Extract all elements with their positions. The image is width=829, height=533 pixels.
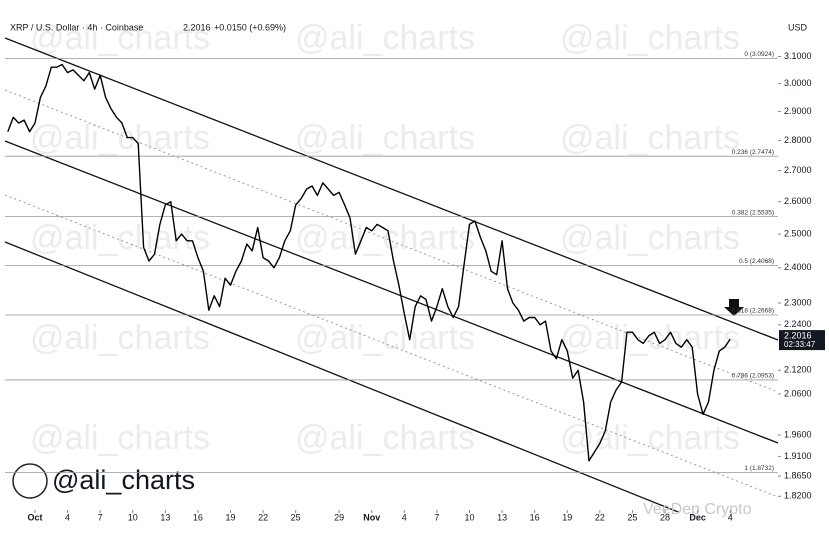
x-tick-label: 29	[334, 512, 344, 522]
fib-label: 0.382 (2.5535)	[732, 209, 774, 216]
watermark: @ali_charts	[30, 319, 210, 357]
x-tick-label: 16	[530, 512, 540, 522]
channel-dotted	[4, 194, 778, 498]
x-tick-label: 16	[193, 512, 203, 522]
y-tick-label: 1.9100	[784, 451, 812, 461]
x-tick-label: 25	[627, 512, 637, 522]
fib-label: 0.236 (2.7474)	[732, 149, 774, 156]
x-tick-label: 19	[226, 512, 236, 522]
x-tick-label: Dec	[689, 512, 706, 522]
watermark: @ali_charts	[295, 119, 475, 157]
y-tick-label: 2.9000	[784, 106, 812, 116]
y-tick-label: 3.0000	[784, 78, 812, 88]
x-tick-label: 10	[464, 512, 474, 522]
x-tick-label: 7	[434, 512, 439, 522]
logo-text: @ali_charts	[52, 465, 195, 495]
price-box-countdown: 02:33:47	[784, 340, 816, 349]
watermark: @ali_charts	[295, 219, 475, 257]
y-tick-label: 2.4000	[784, 262, 812, 272]
watermark: @ali_charts	[560, 19, 740, 57]
header-price: 2.2016	[183, 22, 211, 32]
watermark: @ali_charts	[30, 119, 210, 157]
y-tick-label: 1.8200	[784, 491, 812, 501]
y-tick-label: 2.8000	[784, 135, 812, 145]
y-tick-label: 2.2400	[784, 319, 812, 329]
x-tick-label: 4	[402, 512, 407, 522]
x-tick-label: 7	[98, 512, 103, 522]
price-box-value: 2.2016	[784, 330, 812, 340]
channel-dotted	[4, 89, 778, 393]
x-tick-label: 28	[660, 512, 670, 522]
currency: USD	[788, 22, 808, 32]
y-tick-label: 2.0600	[784, 388, 812, 398]
x-tick-label: 13	[497, 512, 507, 522]
fib-label: 0.786 (2.0953)	[732, 373, 774, 380]
y-tick-label: 1.8650	[784, 470, 812, 480]
watermark: @ali_charts	[30, 219, 210, 257]
x-tick-label: Nov	[363, 512, 380, 522]
channel-bottom	[4, 241, 681, 512]
y-tick-label: 1.9600	[784, 429, 812, 439]
fib-label: 1 (1.8732)	[744, 465, 774, 472]
down-arrow	[724, 299, 744, 316]
watermark: @ali_charts	[30, 419, 210, 457]
fib-label: 0.5 (2.4068)	[739, 258, 774, 265]
y-tick-label: 2.7000	[784, 165, 812, 175]
channel-top	[4, 37, 778, 341]
watermark: @ali_charts	[560, 119, 740, 157]
header-change: +0.0150 (+0.69%)	[214, 22, 286, 32]
fib-label: 0.618 (2.2668)	[732, 308, 774, 315]
x-tick-label: 19	[562, 512, 572, 522]
y-tick-label: 2.3000	[784, 297, 812, 307]
x-tick-label: 4	[65, 512, 70, 522]
x-tick-label: 22	[258, 512, 268, 522]
watermark: @ali_charts	[560, 319, 740, 357]
price-line	[7, 63, 731, 462]
x-tick-label: 10	[128, 512, 138, 522]
x-tick-label: 4	[728, 512, 733, 522]
chart-title: XRP / U.S. Dollar · 4h · Coinbase	[10, 22, 143, 32]
fib-label: 0 (3.0924)	[744, 51, 774, 58]
price-box	[779, 330, 825, 351]
corner-watermark: VeeDep Crypto	[643, 501, 752, 518]
channel-middle	[4, 140, 778, 444]
y-tick-label: 2.1200	[784, 365, 812, 375]
trend-channel	[4, 37, 778, 512]
logo-face	[12, 463, 48, 499]
watermark-layer: @ali_charts @ali_charts @ali_charts @ali_ch…	[30, 19, 740, 457]
watermark: @ali_charts	[295, 319, 475, 357]
y-tick-label: 2.6000	[784, 196, 812, 206]
x-tick-label: 22	[595, 512, 605, 522]
y-tick-label: 3.1000	[784, 51, 812, 61]
x-tick-label: 25	[291, 512, 301, 522]
watermark: @ali_charts	[30, 19, 210, 57]
x-tick-label: Oct	[27, 512, 42, 522]
watermark: @ali_charts	[295, 19, 475, 57]
x-tick-label: 13	[160, 512, 170, 522]
watermark: @ali_charts	[560, 219, 740, 257]
y-tick-label: 2.5000	[784, 228, 812, 238]
watermark: @ali_charts	[295, 419, 475, 457]
watermark: @ali_charts	[560, 419, 740, 457]
